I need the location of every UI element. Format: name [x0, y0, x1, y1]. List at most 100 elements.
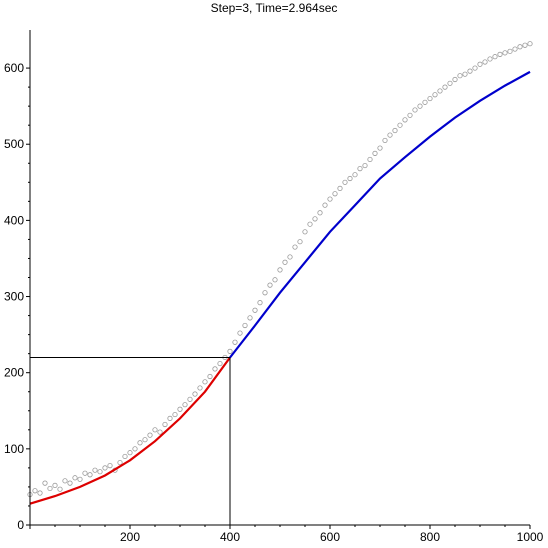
y-tick-label: 200: [4, 366, 24, 380]
data-point: [412, 107, 418, 113]
data-point: [82, 470, 88, 476]
data-point: [32, 488, 38, 494]
data-point: [492, 54, 498, 60]
data-point: [52, 482, 58, 488]
data-point: [227, 348, 233, 354]
data-point: [442, 84, 448, 90]
data-point: [217, 360, 223, 367]
data-point: [277, 267, 283, 273]
x-tick-label: 200: [120, 530, 140, 544]
data-point: [187, 396, 193, 402]
data-point: [287, 254, 293, 260]
x-tick-label: 400: [220, 530, 240, 544]
data-point: [207, 373, 213, 380]
data-point: [432, 92, 438, 98]
data-point: [107, 462, 113, 469]
data-point: [47, 485, 53, 492]
data-point: [347, 175, 353, 182]
data-point: [512, 46, 518, 52]
data-point: [87, 472, 93, 478]
axes: 200 400 600 800 1000 0 100 200 300 400 500 600: [4, 30, 544, 544]
data-point: [447, 80, 453, 86]
x-tick-label: 800: [420, 530, 440, 544]
data-point: [77, 476, 83, 482]
data-point: [377, 145, 383, 151]
data-point: [142, 437, 148, 443]
data-point: [197, 385, 203, 391]
data-point: [427, 95, 433, 102]
data-point: [97, 469, 103, 475]
data-point: [367, 156, 373, 163]
fit-lines: [29, 70, 531, 505]
y-tick-label: 0: [17, 518, 24, 532]
breakpoint-guides: [30, 356, 231, 525]
data-point: [147, 432, 153, 438]
data-point: [462, 71, 468, 77]
data-point: [182, 402, 188, 408]
data-point: [387, 132, 393, 138]
data-point: [327, 196, 333, 202]
data-point: [202, 379, 208, 385]
data-point: [257, 300, 263, 306]
data-point: [357, 166, 363, 172]
data-point: [352, 172, 358, 178]
data-point: [127, 450, 133, 456]
data-point: [267, 282, 273, 288]
data-point: [342, 179, 348, 185]
data-point: [242, 322, 248, 329]
data-point: [297, 239, 303, 245]
data-point: [457, 73, 463, 79]
data-point: [302, 229, 308, 235]
y-tick-label: 300: [4, 290, 24, 304]
data-point: [37, 490, 43, 496]
data-point: [502, 50, 508, 56]
data-point: [102, 465, 108, 471]
data-point: [332, 191, 338, 197]
data-point: [307, 221, 313, 227]
data-point: [282, 259, 288, 265]
data-point: [497, 51, 503, 57]
data-point: [247, 315, 253, 321]
data-point: [252, 307, 258, 313]
data-point: [152, 427, 158, 433]
data-point: [517, 44, 523, 50]
data-point: [402, 117, 408, 123]
data-point: [407, 112, 413, 118]
y-tick-label: 600: [4, 61, 24, 75]
data-point: [467, 68, 473, 74]
data-point: [157, 429, 163, 435]
data-point: [192, 391, 198, 397]
data-point: [212, 366, 218, 372]
data-point: [397, 122, 403, 128]
data-point: [42, 480, 48, 486]
data-point: [422, 99, 428, 105]
data-point: [372, 150, 378, 156]
data-point: [137, 440, 143, 446]
data-point: [72, 475, 78, 481]
data-point: [122, 453, 128, 460]
data-point: [292, 244, 298, 250]
data-point: [522, 42, 528, 48]
data-point: [92, 467, 98, 473]
data-point: [382, 137, 388, 144]
data-point: [132, 446, 138, 452]
y-tick-label: 100: [4, 442, 24, 456]
data-point: [62, 478, 68, 484]
data-point: [232, 339, 238, 345]
data-point: [527, 41, 533, 47]
data-point: [67, 480, 73, 486]
fit-line-segment-2: [229, 70, 531, 359]
data-point: [272, 277, 278, 283]
data-point: [117, 459, 123, 466]
data-point: [482, 59, 488, 65]
y-tick-label: 500: [4, 137, 24, 151]
fit-line-segment-1: [29, 356, 231, 505]
x-tick-label: 600: [320, 530, 340, 544]
chart-title: Step=3, Time=2.964sec: [211, 1, 338, 15]
data-point: [507, 48, 513, 54]
data-point: [57, 486, 63, 492]
data-point: [472, 65, 478, 71]
data-point: [262, 290, 268, 296]
data-point: [172, 411, 178, 418]
